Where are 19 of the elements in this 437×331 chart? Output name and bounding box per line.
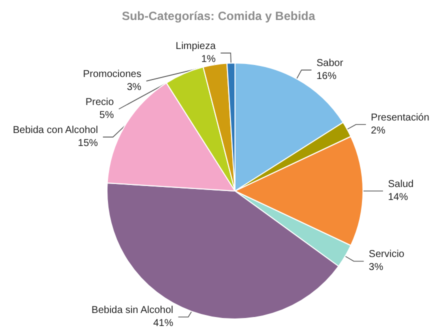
data-label: 1% bbox=[201, 54, 216, 66]
slice-label: Bebida con Alcohol bbox=[12, 125, 98, 136]
slice-label: Sabor bbox=[316, 58, 344, 70]
slice-label: Bebida sin Alcohol bbox=[92, 305, 174, 316]
chart-title: Sub-Categorías: Comida y Bebida bbox=[122, 9, 316, 23]
data-label: 14% bbox=[388, 192, 408, 203]
slice-label: Servicio bbox=[368, 249, 405, 260]
slice-label: Limpieza bbox=[176, 41, 216, 52]
data-label: 5% bbox=[99, 110, 114, 122]
slice-label: Promociones bbox=[82, 69, 142, 80]
data-label: 2% bbox=[370, 126, 386, 137]
data-label: 3% bbox=[368, 262, 384, 274]
slice-label: Presentación bbox=[370, 112, 430, 124]
slice-label: Salud bbox=[388, 179, 414, 190]
slice-label: Precio bbox=[85, 97, 114, 108]
data-label: 3% bbox=[126, 82, 142, 94]
data-label: 15% bbox=[78, 138, 98, 150]
data-label: 16% bbox=[316, 71, 337, 82]
data-label: 41% bbox=[153, 318, 174, 329]
